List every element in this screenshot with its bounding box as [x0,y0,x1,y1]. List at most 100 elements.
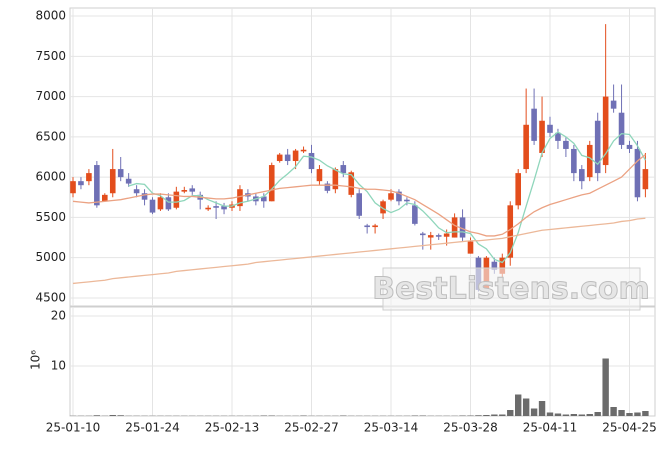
volume-bar [420,416,426,417]
candle-body [444,234,450,237]
y-tick-label: 20 [51,309,66,323]
volume-bar [610,407,616,416]
candle-body [213,206,219,208]
candle-body [166,197,172,209]
candle-body [174,192,180,208]
volume-bar [491,415,497,417]
x-tick-label: 25-02-27 [284,421,338,435]
volume-bar [595,412,601,416]
volume-bar [483,415,489,416]
volume-bar [261,416,267,417]
y-tick-label: 6500 [35,129,66,143]
candle-body [301,150,307,152]
candle-body [388,193,394,199]
x-tick-label: 25-03-28 [443,421,497,435]
candle-body [356,193,362,216]
volume-bar [499,415,505,417]
volume-bar [571,414,577,416]
y-tick-label: 7500 [35,49,66,63]
volume-bar [459,416,465,417]
volume-bar [118,415,124,416]
candle-body [70,181,76,193]
volume-bar [563,415,569,417]
candle-body [364,225,370,227]
candle-body [269,165,275,201]
candle-body [285,155,291,161]
volume-bar [555,414,561,417]
volume-bar [269,416,275,417]
volume-bar [602,359,608,417]
candle-body [507,205,513,257]
candle-body [94,165,100,205]
candle-body [158,197,164,209]
candle-body [579,169,585,181]
volume-bar [467,416,473,417]
candle-body [134,189,140,193]
x-tick-label: 25-04-25 [602,421,656,435]
volume-bar [531,409,537,417]
candle-body [627,145,633,149]
candle-body [102,195,108,201]
x-tick-label: 25-03-14 [364,421,418,435]
candle-body [277,155,283,161]
volume-bar [110,415,116,416]
price-panel [70,8,655,306]
candle-body [412,205,418,224]
candle-body [547,125,553,133]
volume-bar [340,416,346,417]
x-tick-label: 25-01-24 [125,421,179,435]
candle-body [341,165,347,173]
y-tick-label: 7000 [35,89,66,103]
watermark: BestListens.com [372,272,650,307]
candle-body [531,109,537,141]
volume-bar [539,401,545,416]
volume-bar [300,416,306,417]
candle-body [515,173,521,205]
candle-body [293,151,299,161]
candle-body [643,169,649,189]
candle-body [428,235,434,237]
candle-body [86,173,92,181]
x-tick-label: 25-04-11 [523,421,577,435]
volume-bar [642,411,648,416]
x-tick-label: 25-01-10 [46,421,100,435]
candle-body [619,113,625,145]
volume-bar [547,413,553,417]
x-tick-label: 25-02-13 [205,421,259,435]
candle-body [420,234,426,236]
candle-body [468,242,474,254]
volume-bar [587,414,593,416]
candle-body [126,179,132,184]
candle-body [563,141,569,149]
y-tick-label: 5500 [35,210,66,224]
volume-bar [523,399,529,417]
y-tick-label: 6000 [35,170,66,184]
y-tick-label: 5000 [35,250,66,264]
candle-body [150,200,156,213]
candle-body [78,181,84,185]
y-tick-label: 10 [51,359,66,373]
candle-body [571,149,577,173]
candle-body [523,125,529,169]
candle-body [189,188,195,191]
volume-bar [412,416,418,417]
candle-body [595,121,601,173]
candle-body [635,149,641,197]
candle-body [205,208,211,210]
volume-bar [618,410,624,416]
candle-body [436,235,442,237]
candle-body [110,169,116,193]
volume-panel [70,307,655,416]
y-tick-label: 8000 [35,9,66,23]
y-tick-label: 4500 [35,290,66,304]
candle-body [182,190,188,192]
volume-bar [507,410,513,416]
volume-bar [475,415,481,416]
volume-axis-label: 10⁶ [29,350,43,370]
candle-body [118,169,124,177]
candle-body [404,200,410,202]
candle-body [317,169,323,181]
candle-body [372,225,378,227]
volume-bar [94,415,100,416]
